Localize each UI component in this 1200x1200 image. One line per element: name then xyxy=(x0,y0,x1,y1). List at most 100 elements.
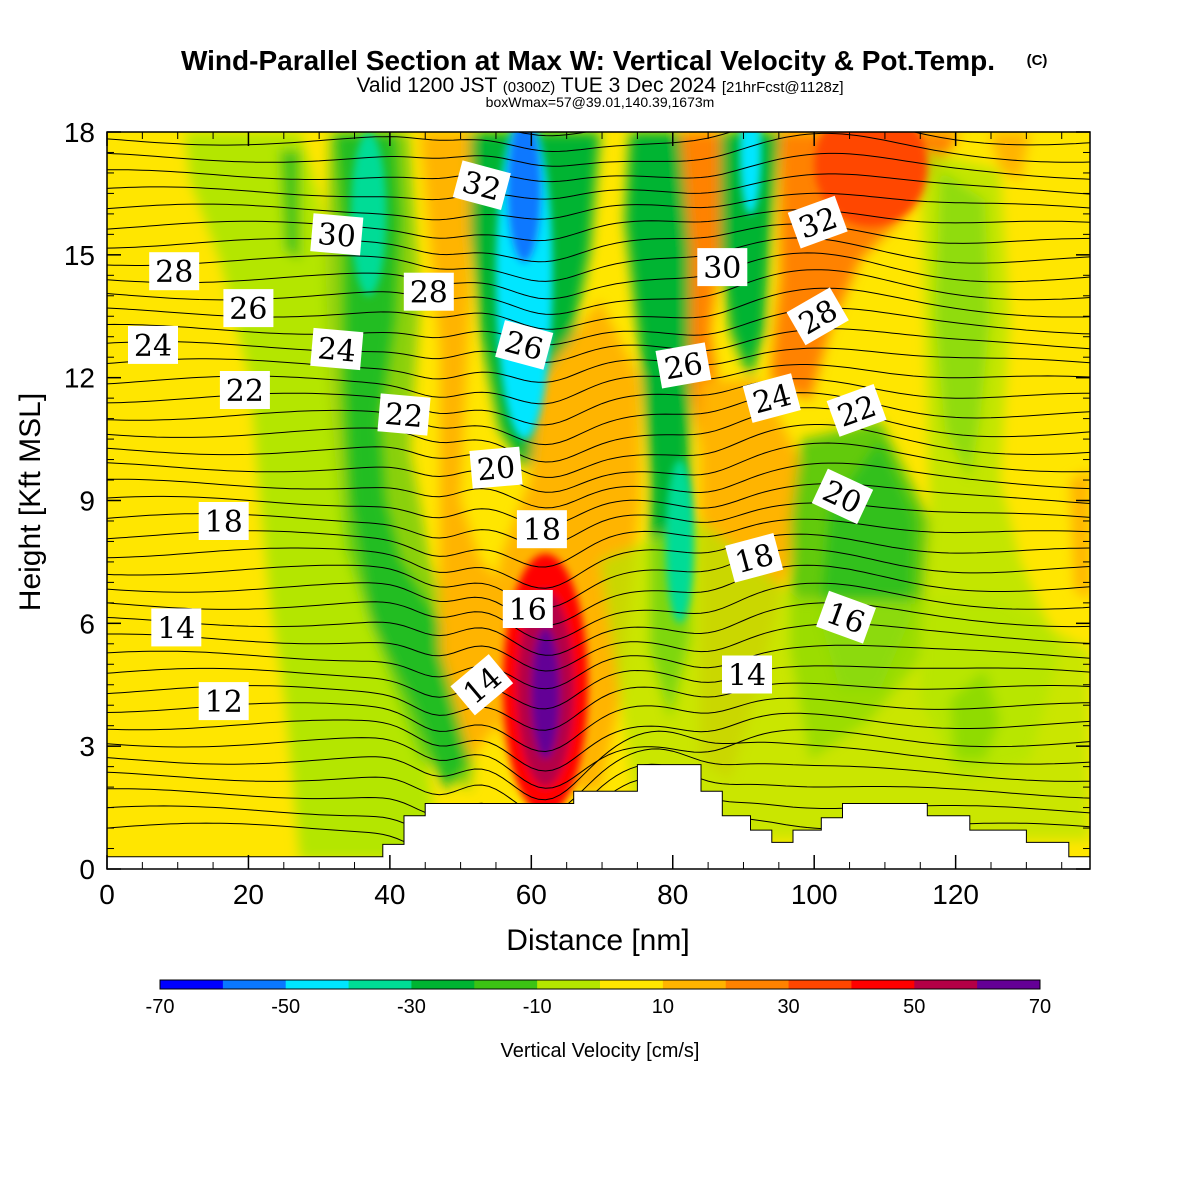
theta-label-26: 14 xyxy=(722,655,772,694)
theta-label-box xyxy=(310,213,364,256)
theta-label-15: 14 xyxy=(151,608,202,647)
theta-label-7: 22 xyxy=(377,393,431,436)
theta-label-14: 18 xyxy=(198,502,249,540)
x-tick-label: 100 xyxy=(791,879,838,910)
velocity-core-7 xyxy=(739,132,762,214)
colorbar-tick-label: -50 xyxy=(271,996,300,1018)
theta-label-text: 22 xyxy=(226,374,264,409)
theta-contour-line xyxy=(107,697,1090,753)
colorbar-tick-label: 70 xyxy=(1029,996,1051,1018)
theta-label-text: 24 xyxy=(134,329,172,364)
theta-label-box xyxy=(826,383,887,437)
y-tick-label: 0 xyxy=(79,854,95,885)
theta-contour-line xyxy=(107,173,1090,201)
y-tick-label: 9 xyxy=(79,486,95,517)
velocity-core-6 xyxy=(665,459,694,624)
terrain-mask xyxy=(107,764,1090,869)
theta-contour-line xyxy=(107,132,1090,167)
vv-region-lightgreen-bottom xyxy=(600,520,1090,840)
y-tick-label: 12 xyxy=(64,363,95,394)
theta-contour-line xyxy=(107,483,1090,527)
colorbar-tick-label: 30 xyxy=(777,996,799,1018)
theta-contour-line xyxy=(107,392,1090,446)
theta-label-text: 16 xyxy=(509,593,547,628)
theta-contours xyxy=(107,132,1090,869)
chart-header: Wind-Parallel Section at Max W: Vertical… xyxy=(181,45,1047,110)
theta-label-text: 20 xyxy=(476,450,517,488)
theta-label-box xyxy=(697,248,748,287)
theta-label-box xyxy=(786,287,849,346)
colorbar-swatch xyxy=(411,980,475,989)
theta-contour-line xyxy=(107,462,1090,509)
y-axis-label: Height [Kft MSL] xyxy=(14,393,47,611)
theta-label-text: 24 xyxy=(316,331,357,369)
colorbar-swatch xyxy=(474,980,538,989)
colorbar-swatch xyxy=(977,980,1041,989)
theta-label-16: 12 xyxy=(198,682,249,721)
y-tick-label: 18 xyxy=(64,117,95,148)
theta-label-10: 20 xyxy=(469,446,523,489)
theta-label-24: 18 xyxy=(725,532,784,583)
theta-label-4: 24 xyxy=(128,325,178,364)
forecast-info: [21hrFcst@1128z] xyxy=(722,79,844,96)
theta-label-text: 14 xyxy=(157,611,195,646)
theta-label-box xyxy=(219,371,270,409)
colorbar-frame xyxy=(159,979,1041,990)
theta-contour-line xyxy=(107,132,1090,153)
colorbar-swatch xyxy=(788,980,852,989)
theta-contour-line xyxy=(107,502,1090,547)
y-tick-label: 15 xyxy=(64,240,95,271)
colorbar-tick-label: -70 xyxy=(146,996,175,1018)
theta-label-box xyxy=(469,446,523,489)
valid-prefix: Valid 1200 JST xyxy=(356,74,497,97)
theta-contour-line xyxy=(107,712,1090,772)
theta-contour-line xyxy=(107,518,1090,568)
colorbar-swatch xyxy=(160,980,224,989)
copyright-mark: (C) xyxy=(1027,52,1048,69)
theta-label-1: 30 xyxy=(310,213,364,256)
theta-contour-line xyxy=(107,424,1090,478)
colorbar-swatch xyxy=(537,980,601,989)
theta-contour-line xyxy=(107,347,1090,383)
colorbar-swatch xyxy=(285,980,350,989)
box-max-info: boxWmax=57@39.01,140.39,1673m xyxy=(486,94,715,110)
theta-label-box xyxy=(149,252,200,291)
theta-label-box xyxy=(452,160,511,211)
theta-contour-line xyxy=(107,763,1090,831)
theta-label-text: 28 xyxy=(410,276,448,311)
theta-label-2: 28 xyxy=(149,252,200,291)
theta-label-text: 18 xyxy=(523,513,561,548)
theta-label-5: 24 xyxy=(310,327,364,371)
theta-label-text: 26 xyxy=(229,292,267,327)
colorbar-tick-label: -10 xyxy=(523,996,552,1018)
colorbar-swatch xyxy=(600,980,664,989)
valid-time-line: Valid 1200 JST (0300Z) TUE 3 Dec 2024 [2… xyxy=(356,74,843,97)
theta-label-text: 30 xyxy=(703,251,741,286)
x-tick-label: 40 xyxy=(374,879,405,910)
theta-label-box xyxy=(128,325,178,364)
theta-contour-line xyxy=(107,407,1090,463)
y-tick-label: 3 xyxy=(79,731,95,762)
x-tick-label: 120 xyxy=(932,879,979,910)
theta-contour-line xyxy=(107,152,1090,183)
theta-contour-line xyxy=(107,533,1090,589)
theta-label-box xyxy=(310,327,364,371)
theta-label-0: 32 xyxy=(452,160,511,211)
theta-label-box xyxy=(198,502,249,540)
theta-label-box xyxy=(198,682,249,721)
x-tick-label: 60 xyxy=(516,879,547,910)
theta-label-text: 28 xyxy=(155,255,193,290)
theta-label-box xyxy=(223,289,274,328)
theta-label-box xyxy=(516,510,567,549)
x-axis-label: Distance [nm] xyxy=(506,924,689,957)
x-tick-label: 80 xyxy=(657,879,688,910)
chart-title: Wind-Parallel Section at Max W: Vertical… xyxy=(181,45,995,76)
colorbar-tick-label: 10 xyxy=(652,996,674,1018)
theta-contour-line xyxy=(107,192,1090,221)
colorbar-swatch xyxy=(851,980,915,989)
valid-date: TUE 3 Dec 2024 xyxy=(561,74,717,97)
theta-label-box xyxy=(151,608,202,647)
theta-contour-line xyxy=(107,209,1090,242)
theta-label-text: 30 xyxy=(316,217,357,255)
